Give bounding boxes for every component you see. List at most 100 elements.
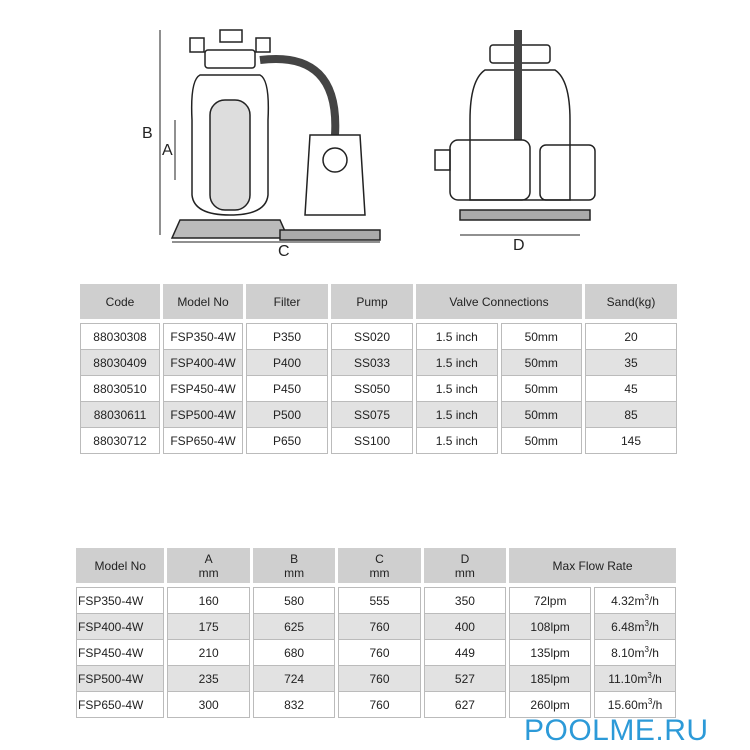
table-cell: FSP650-4W <box>163 428 243 454</box>
table-row: FSP350-4W 160 580 555 350 72lpm 4.32m3/h <box>76 587 676 614</box>
table-row: 88030712 FSP650-4W P650 SS100 1.5 inch 50mm 14… <box>80 428 677 454</box>
header-title: A <box>204 551 213 566</box>
flow-value: 15.60m <box>607 697 648 712</box>
table-cell: 760 <box>338 692 421 718</box>
table-cell: 108lpm <box>509 614 592 640</box>
table-cell: FSP350-4W <box>163 323 243 350</box>
table-row: FSP450-4W 210 680 760 449 135lpm 8.10m3/h <box>76 640 676 666</box>
table-cell: FSP500-4W <box>76 666 165 692</box>
table-cell: 88030712 <box>80 428 160 454</box>
table-cell: 50mm <box>500 323 582 350</box>
flow-unit: /h <box>652 697 663 712</box>
table-cell: SS033 <box>331 350 413 376</box>
table-cell: 72lpm <box>509 587 592 614</box>
table-row: 88030611 FSP500-4W P500 SS075 1.5 inch 50mm 85 <box>80 402 677 428</box>
watermark: POOLME.RU <box>524 714 709 747</box>
table-cell: 680 <box>252 640 336 666</box>
models-table: Code Model No Filter Pump Valve Connecti… <box>77 284 680 454</box>
table-cell: 1.5 inch <box>416 428 498 454</box>
table-cell: 145 <box>585 428 677 454</box>
table-cell: FSP450-4W <box>163 376 243 402</box>
table-cell: 1.5 inch <box>416 350 498 376</box>
table-row: 88030308 FSP350-4W P350 SS020 1.5 inch 50mm 20 <box>80 323 677 350</box>
flow-exponent: 3 <box>644 592 649 602</box>
dim-label-a: A <box>162 142 173 159</box>
filter-front-diagram: D <box>434 30 596 254</box>
table-cell: 1.5 inch <box>416 402 498 428</box>
flow-exponent: 3 <box>647 670 652 680</box>
dim-label-c: C <box>278 243 290 260</box>
table-cell: 45 <box>585 376 677 402</box>
table-cell: SS100 <box>331 428 413 454</box>
flow-value: 6.48m <box>611 619 645 634</box>
dim-label-b: B <box>142 125 153 142</box>
dim-label-d: D <box>513 237 525 254</box>
flow-m3h-cell: 8.10m3/h <box>594 640 676 666</box>
column-header: Model No <box>76 548 165 587</box>
table-row: 88030409 FSP400-4W P400 SS033 1.5 inch 50mm 35 <box>80 350 677 376</box>
table-cell: 35 <box>585 350 677 376</box>
table-cell: 580 <box>252 587 336 614</box>
table-cell: 555 <box>338 587 421 614</box>
table-cell: 88030308 <box>80 323 160 350</box>
flow-exponent: 3 <box>644 618 649 628</box>
table-cell: FSP400-4W <box>163 350 243 376</box>
table-cell: 300 <box>167 692 250 718</box>
header-title: Max Flow Rate <box>552 558 633 573</box>
table-cell: 88030409 <box>80 350 160 376</box>
header-title: D <box>460 551 470 566</box>
flow-unit: /h <box>648 619 659 634</box>
table-cell: FSP350-4W <box>76 587 165 614</box>
flow-m3h-cell: 6.48m3/h <box>594 614 676 640</box>
col-code: Code <box>80 284 160 323</box>
table-cell: 20 <box>585 323 677 350</box>
flow-value: 11.10m <box>608 671 648 686</box>
flow-value: 8.10m <box>611 645 645 660</box>
table-cell: 85 <box>585 402 677 428</box>
table-cell: 175 <box>167 614 250 640</box>
table-cell: 760 <box>338 614 421 640</box>
table-row: FSP500-4W 235 724 760 527 185lpm 11.10m3/h <box>76 666 676 692</box>
table-cell: 449 <box>423 640 507 666</box>
table-cell: 160 <box>167 587 250 614</box>
header-title: Model No <box>94 558 146 573</box>
table-cell: 760 <box>338 640 421 666</box>
table-cell: SS020 <box>331 323 413 350</box>
table-cell: SS075 <box>331 402 413 428</box>
flow-unit: /h <box>651 671 662 686</box>
table-cell: P400 <box>246 350 328 376</box>
table-cell: 50mm <box>500 428 582 454</box>
table-cell: 832 <box>252 692 336 718</box>
table-cell: 527 <box>423 666 507 692</box>
table-cell: 235 <box>167 666 250 692</box>
flow-value: 4.32m <box>611 593 645 608</box>
table-cell: 724 <box>252 666 336 692</box>
table-cell: FSP650-4W <box>76 692 165 718</box>
table-cell: 50mm <box>500 376 582 402</box>
table-cell: P450 <box>246 376 328 402</box>
table-cell: 1.5 inch <box>416 376 498 402</box>
table-cell: FSP500-4W <box>163 402 243 428</box>
table-row: FSP650-4W 300 832 760 627 260lpm 15.60m3/h <box>76 692 676 718</box>
table-cell: P500 <box>246 402 328 428</box>
table-cell: 1.5 inch <box>416 323 498 350</box>
table-cell: SS050 <box>331 376 413 402</box>
table-cell: 135lpm <box>509 640 592 666</box>
flow-exponent: 3 <box>647 696 653 706</box>
header-unit: mm <box>369 565 390 580</box>
table-row: 88030510 FSP450-4W P450 SS050 1.5 inch 50mm 45 <box>80 376 677 402</box>
table-cell: P350 <box>246 323 328 350</box>
table-cell: 627 <box>423 692 507 718</box>
header-unit: mm <box>284 565 305 580</box>
table-cell: 88030611 <box>80 402 160 428</box>
flow-exponent: 3 <box>644 644 649 654</box>
table-cell: 210 <box>167 640 250 666</box>
table-cell: FSP400-4W <box>76 614 165 640</box>
col-model: Model No <box>163 284 243 323</box>
table-cell: 88030510 <box>80 376 160 402</box>
table-cell: FSP450-4W <box>76 640 165 666</box>
col-valve: Valve Connections <box>416 284 582 323</box>
